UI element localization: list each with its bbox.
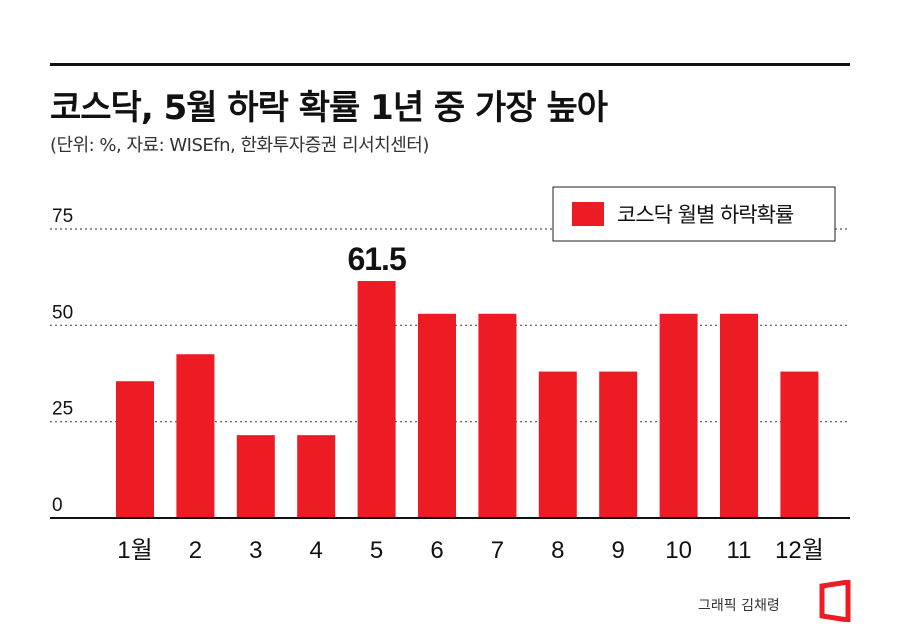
- x-tick-label: 6: [430, 537, 443, 564]
- x-tick-label: 7: [491, 537, 504, 564]
- bar: [720, 313, 758, 518]
- bar: [538, 371, 577, 518]
- graphic-credit: 그래픽 김채령: [698, 598, 780, 614]
- x-tick-label: 3: [249, 537, 262, 564]
- x-tick-label: 11: [727, 537, 752, 564]
- bar: [659, 313, 698, 518]
- bar: [176, 354, 215, 518]
- x-tick-label: 10: [665, 537, 692, 564]
- bar: [780, 371, 819, 518]
- bar: [357, 281, 396, 518]
- y-tick-label: 0: [52, 495, 63, 516]
- brand-logo-icon: [819, 580, 851, 622]
- x-tick-label: 5: [370, 537, 383, 564]
- x-tick-label: 2: [189, 537, 202, 564]
- legend-label: 코스닥 월별 하락확률: [617, 203, 794, 227]
- page-subtitle: (단위: %, 자료: WISEfn, 한화투자증권 리서치센터): [50, 135, 429, 156]
- page-title: 코스닥, 5월 하락 확률 1년 중 가장 높아: [50, 88, 608, 128]
- top-rule: [50, 63, 850, 66]
- bar: [418, 313, 456, 518]
- x-tick-label: 4: [310, 537, 323, 564]
- data-label: 61.5: [347, 241, 405, 277]
- y-tick-label: 25: [52, 399, 73, 420]
- x-tick-label: 12월: [775, 537, 824, 564]
- bar: [236, 435, 275, 518]
- x-tick-label: 9: [612, 537, 625, 564]
- x-tick-label: 8: [551, 537, 564, 564]
- bar: [599, 371, 638, 518]
- bar: [297, 435, 336, 518]
- bar: [116, 381, 154, 518]
- legend-swatch: [572, 202, 604, 226]
- y-tick-label: 75: [52, 206, 73, 227]
- x-tick-label: 1월: [117, 537, 152, 564]
- bar: [478, 313, 517, 518]
- y-tick-label: 50: [52, 302, 73, 323]
